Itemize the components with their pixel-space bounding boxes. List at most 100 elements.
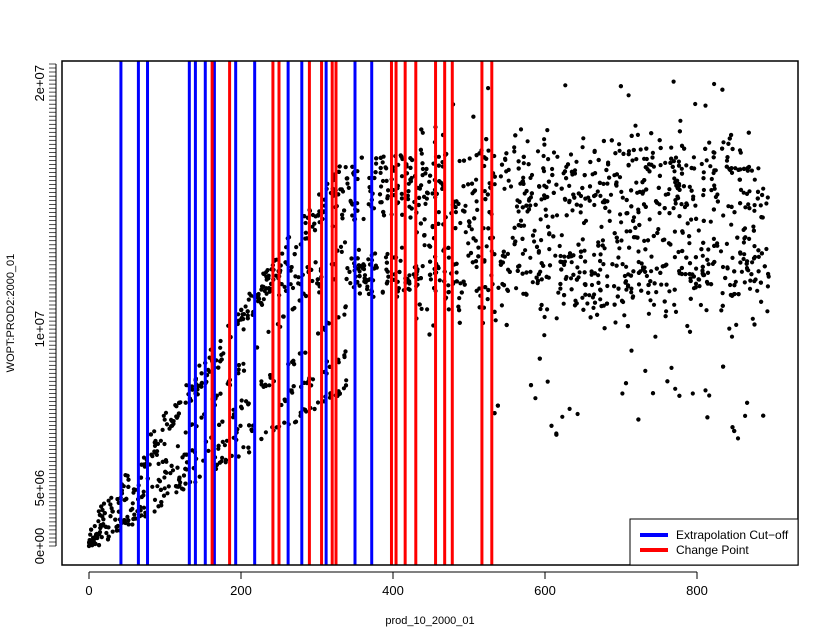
scatter-point bbox=[385, 196, 390, 201]
scatter-point bbox=[216, 443, 221, 448]
scatter-point bbox=[312, 406, 317, 412]
scatter-point bbox=[742, 236, 747, 241]
scatter-point bbox=[642, 238, 647, 243]
scatter-point bbox=[575, 411, 580, 417]
scatter-point bbox=[106, 498, 111, 503]
scatter-point bbox=[288, 268, 293, 273]
scatter-point bbox=[280, 251, 285, 256]
scatter-point bbox=[340, 212, 345, 217]
scatter-point bbox=[601, 138, 607, 144]
scatter-point bbox=[505, 288, 511, 293]
scatter-point bbox=[693, 285, 698, 290]
scatter-point bbox=[312, 228, 318, 233]
scatter-point bbox=[707, 393, 712, 398]
scatter-point bbox=[492, 252, 497, 257]
scatter-point bbox=[92, 524, 97, 529]
scatter-point bbox=[729, 170, 735, 175]
scatter-point bbox=[199, 380, 204, 385]
scatter-point bbox=[96, 519, 101, 524]
scatter-point bbox=[752, 203, 757, 208]
scatter-point bbox=[631, 294, 636, 299]
scatter-point bbox=[174, 415, 180, 420]
scatter-point bbox=[744, 191, 750, 196]
scatter-point bbox=[605, 199, 610, 204]
scatter-point bbox=[547, 263, 553, 268]
scatter-point bbox=[469, 227, 474, 232]
scatter-point bbox=[537, 356, 542, 361]
scatter-point bbox=[100, 507, 105, 513]
scatter-point bbox=[578, 254, 583, 259]
scatter-point bbox=[422, 217, 427, 222]
scatter-point bbox=[559, 186, 564, 191]
scatter-point bbox=[344, 378, 349, 383]
scatter-point bbox=[523, 248, 528, 253]
scatter-point bbox=[691, 197, 696, 202]
scatter-point bbox=[704, 158, 709, 163]
scatter-point bbox=[428, 173, 433, 178]
scatter-point bbox=[589, 282, 595, 288]
scatter-point bbox=[662, 263, 668, 268]
scatter-point bbox=[241, 312, 246, 317]
scatter-point bbox=[486, 148, 491, 153]
scatter-point bbox=[428, 259, 433, 264]
scatter-point bbox=[520, 271, 525, 276]
scatter-point bbox=[554, 432, 559, 437]
scatter-point bbox=[673, 386, 678, 391]
scatter-point bbox=[406, 189, 411, 194]
scatter-point bbox=[436, 163, 441, 168]
scatter-point bbox=[689, 188, 694, 193]
scatter-point bbox=[610, 262, 615, 267]
scatter-point bbox=[668, 242, 673, 247]
scatter-point bbox=[562, 293, 567, 298]
scatter-point bbox=[665, 379, 670, 384]
scatter-point bbox=[711, 150, 716, 155]
scatter-point bbox=[556, 290, 561, 295]
x-axis-label: prod_10_2000_01 bbox=[385, 615, 474, 627]
scatter-point bbox=[617, 142, 622, 147]
scatter-point bbox=[622, 313, 627, 318]
scatter-point bbox=[263, 430, 268, 435]
scatter-point bbox=[109, 495, 114, 500]
scatter-point bbox=[530, 233, 536, 238]
scatter-point bbox=[750, 260, 755, 265]
scatter-point bbox=[222, 443, 227, 448]
scatter-point bbox=[605, 274, 610, 279]
scatter-point bbox=[380, 290, 385, 295]
scatter-point bbox=[417, 195, 422, 200]
scatter-point bbox=[486, 226, 491, 231]
scatter-point bbox=[732, 283, 737, 288]
scatter-point bbox=[585, 301, 590, 306]
scatter-point bbox=[651, 233, 656, 239]
scatter-point bbox=[698, 302, 704, 308]
scatter-point bbox=[596, 240, 601, 245]
scatter-point bbox=[241, 368, 247, 373]
scatter-point bbox=[643, 368, 648, 373]
scatter-point bbox=[425, 190, 430, 195]
scatter-point bbox=[529, 172, 535, 178]
scatter-point bbox=[88, 532, 93, 537]
scatter-point bbox=[261, 297, 266, 302]
scatter-point bbox=[378, 165, 383, 171]
scatter-point bbox=[170, 423, 175, 428]
scatter-point bbox=[113, 517, 118, 522]
scatter-point bbox=[696, 228, 701, 233]
scatter-point bbox=[101, 501, 107, 506]
scatter-point bbox=[591, 305, 596, 310]
scatter-point bbox=[699, 247, 704, 252]
scatter-point bbox=[475, 207, 480, 212]
scatter-point bbox=[752, 244, 757, 249]
scatter-point bbox=[239, 308, 244, 313]
scatter-point bbox=[419, 151, 424, 156]
scatter-point bbox=[766, 271, 771, 277]
scatter-point bbox=[545, 379, 550, 384]
scatter-point bbox=[701, 176, 706, 181]
scatter-point bbox=[693, 203, 698, 208]
scatter-point bbox=[381, 209, 386, 215]
scatter-point bbox=[498, 174, 503, 179]
scatter-point bbox=[529, 191, 535, 196]
scatter-point bbox=[501, 283, 507, 288]
scatter-point bbox=[636, 259, 641, 265]
scatter-point bbox=[598, 297, 603, 302]
scatter-point bbox=[583, 259, 588, 264]
scatter-point bbox=[720, 303, 725, 308]
